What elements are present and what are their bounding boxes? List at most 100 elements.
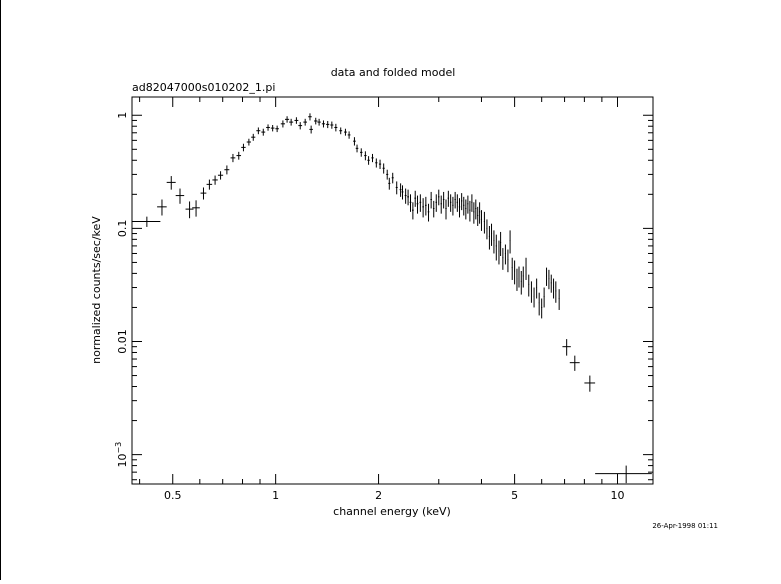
data-point: [548, 269, 550, 290]
data-point: [339, 127, 343, 135]
data-point: [440, 195, 442, 214]
data-point: [536, 278, 538, 299]
data-point: [132, 216, 161, 227]
data-point: [185, 201, 194, 219]
y-tick-label: 10−3: [114, 442, 129, 468]
data-point: [230, 153, 236, 163]
data-point: [471, 194, 473, 212]
data-point: [475, 199, 477, 220]
data-point: [334, 123, 338, 132]
data-point: [511, 257, 513, 280]
data-point: [308, 113, 312, 121]
data-point: [452, 196, 454, 216]
data-point: [367, 156, 370, 165]
data-point: [546, 267, 548, 286]
data-point: [246, 138, 252, 146]
data-point: [502, 248, 504, 270]
data-point: [192, 200, 200, 217]
data-point: [528, 274, 530, 297]
data-point: [461, 193, 463, 211]
data-point: [438, 189, 440, 206]
data-point: [241, 143, 246, 152]
data-point: [509, 230, 511, 254]
data-point: [533, 287, 535, 308]
data-point: [344, 128, 347, 136]
data-point: [538, 292, 540, 316]
data-point: [326, 120, 330, 129]
data-point: [427, 203, 430, 222]
axis-ticks: 0.5 1 2 5 10 1 0.1 0.01 10−3: [114, 97, 653, 502]
data-point: [371, 153, 374, 163]
x-tick-label: 1: [272, 489, 279, 502]
data-point: [477, 206, 479, 226]
data-point: [414, 190, 417, 207]
data-point: [416, 195, 419, 214]
data-point: [595, 465, 652, 484]
data-point: [166, 176, 176, 190]
y-tick-label: 0.01: [116, 329, 129, 354]
data-point: [317, 118, 321, 126]
data-point: [251, 133, 256, 141]
data-point: [469, 200, 471, 222]
data-point: [206, 179, 213, 190]
data-point: [404, 188, 407, 204]
y-tick-label: 0.1: [116, 220, 129, 238]
data-point: [498, 240, 500, 265]
data-point: [458, 198, 461, 218]
data-point: [347, 131, 351, 139]
data-point: [298, 122, 303, 130]
data-point: [495, 234, 497, 261]
data-point: [467, 195, 469, 214]
data-point: [401, 185, 404, 200]
x-axis-label: channel energy (keV): [333, 505, 451, 518]
data-point: [280, 120, 286, 128]
data-point: [330, 121, 334, 129]
data-point: [425, 196, 427, 216]
data-point: [422, 198, 424, 218]
data-point: [514, 260, 516, 285]
data-point: [479, 202, 481, 224]
data-point: [399, 183, 402, 197]
data-point: [303, 118, 307, 126]
data-point: [562, 339, 571, 356]
x-tick-label: 10: [611, 489, 625, 502]
data-point: [558, 289, 560, 310]
data-point: [486, 219, 488, 240]
data-point: [388, 177, 391, 190]
data-point: [395, 181, 398, 195]
data-point: [314, 117, 318, 125]
data-point: [488, 225, 490, 250]
data-point: [555, 281, 557, 303]
data-point: [445, 199, 447, 220]
chart-title: data and folded model: [331, 66, 456, 79]
data-point: [375, 158, 378, 168]
x-tick-label: 5: [511, 489, 518, 502]
data-point: [391, 172, 394, 184]
data-point: [407, 189, 409, 206]
data-point: [456, 194, 458, 212]
data-point: [465, 199, 467, 220]
data-point: [504, 244, 506, 265]
data-point: [200, 187, 207, 200]
data-point: [449, 194, 452, 212]
plot-frame: [131, 96, 654, 485]
data-point: [217, 171, 224, 180]
data-point: [483, 211, 485, 234]
data-point: [493, 230, 495, 254]
data-point: [480, 210, 483, 231]
data-point: [516, 268, 518, 291]
y-tick-label: 1: [116, 112, 129, 119]
data-point: [541, 298, 543, 319]
data-point: [530, 281, 532, 303]
data-point: [175, 188, 185, 204]
data-point: [256, 127, 261, 135]
data-point: [490, 223, 493, 246]
data-point: [275, 125, 279, 133]
data-point: [261, 128, 266, 136]
data-point: [289, 118, 294, 126]
data-point: [463, 196, 465, 216]
data-point: [353, 137, 356, 146]
data-point: [309, 125, 313, 134]
